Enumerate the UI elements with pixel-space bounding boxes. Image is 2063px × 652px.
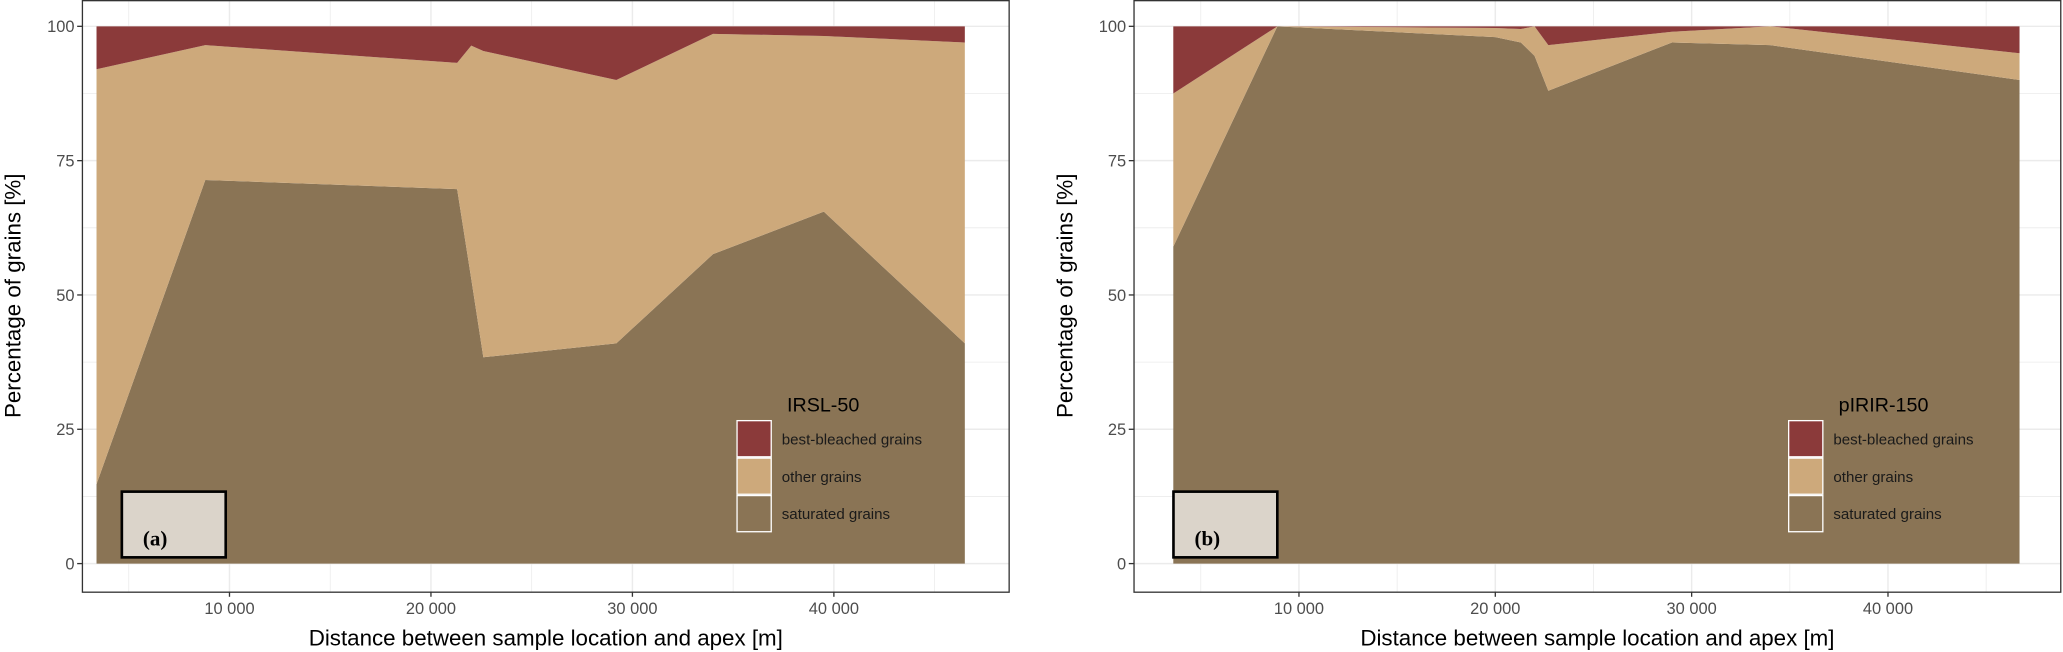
y-tick-label: 100 [47,18,74,36]
y-tick-label: 25 [56,421,74,439]
legend-label-best-bleached: best-bleached grains [1833,431,1974,448]
panel-label-box [1172,490,1279,559]
x-tick-label: 40 000 [809,600,859,618]
legend-label-best-bleached: best-bleached grains [782,431,923,448]
legend-key-saturated [1788,494,1824,533]
axis-ticks: 0 25 50 75 100 10 000 20 000 30 000 40 000 [47,18,859,618]
chart-panel-a: 0 25 50 75 100 10 000 20 000 30 000 40 000 Perce… [1,0,1010,650]
y-tick-label: 0 [1117,556,1126,574]
x-tick-label: 30 000 [1667,600,1717,618]
x-axis-title: Distance between sample location and ape… [309,625,783,650]
y-tick-label: 75 [1108,153,1126,171]
legend-label-saturated: saturated grains [782,506,891,523]
legend-key-saturated [736,494,772,533]
legend: pIRIR-150 best-bleached grains other gra… [1788,394,1974,533]
panel-border [81,0,1010,593]
y-tick-label: 25 [1108,421,1126,439]
x-tick-label: 30 000 [607,600,657,618]
legend-title: pIRIR-150 [1839,394,1929,416]
x-tick-label: 10 000 [204,600,254,618]
x-tick-label: 20 000 [406,600,456,618]
x-axis-title: Distance between sample location and ape… [1360,625,1834,650]
legend-key-best-bleached [1788,419,1824,458]
legend: IRSL-50 best-bleached grains other grain… [736,394,923,533]
legend-key-other [1788,457,1824,495]
y-tick-label: 0 [65,556,74,574]
panel-border [1133,0,2062,593]
legend-label-saturated: saturated grains [1833,506,1942,523]
x-tick-label: 20 000 [1470,600,1520,618]
axis-ticks: 0 25 50 75 100 10 000 20 000 30 000 40 000 [1099,18,1913,618]
area-best-bleached [1173,26,2020,94]
y-tick-label: 50 [56,287,74,305]
panel-label: (a) [143,527,168,551]
area-other [96,33,965,485]
panel-label-box [120,490,228,559]
y-tick-label: 100 [1099,18,1126,36]
legend-title: IRSL-50 [787,394,859,416]
legend-key-best-bleached [736,419,772,458]
y-axis-title: Percentage of grains [%] [1,174,26,419]
y-axis-title: Percentage of grains [%] [1052,174,1077,419]
x-tick-label: 40 000 [1863,600,1913,618]
y-tick-label: 50 [1108,287,1126,305]
chart-panel-b: 0 25 50 75 100 10 000 20 000 30 000 40 000 Perce… [1052,0,2062,650]
legend-label-other: other grains [782,469,862,486]
area-best-bleached [96,26,965,81]
y-tick-label: 75 [56,153,74,171]
x-tick-label: 10 000 [1274,600,1324,618]
legend-label-other: other grains [1833,469,1913,486]
legend-key-other [736,457,772,495]
panel-label: (b) [1195,527,1221,551]
area-other [1173,26,2020,247]
